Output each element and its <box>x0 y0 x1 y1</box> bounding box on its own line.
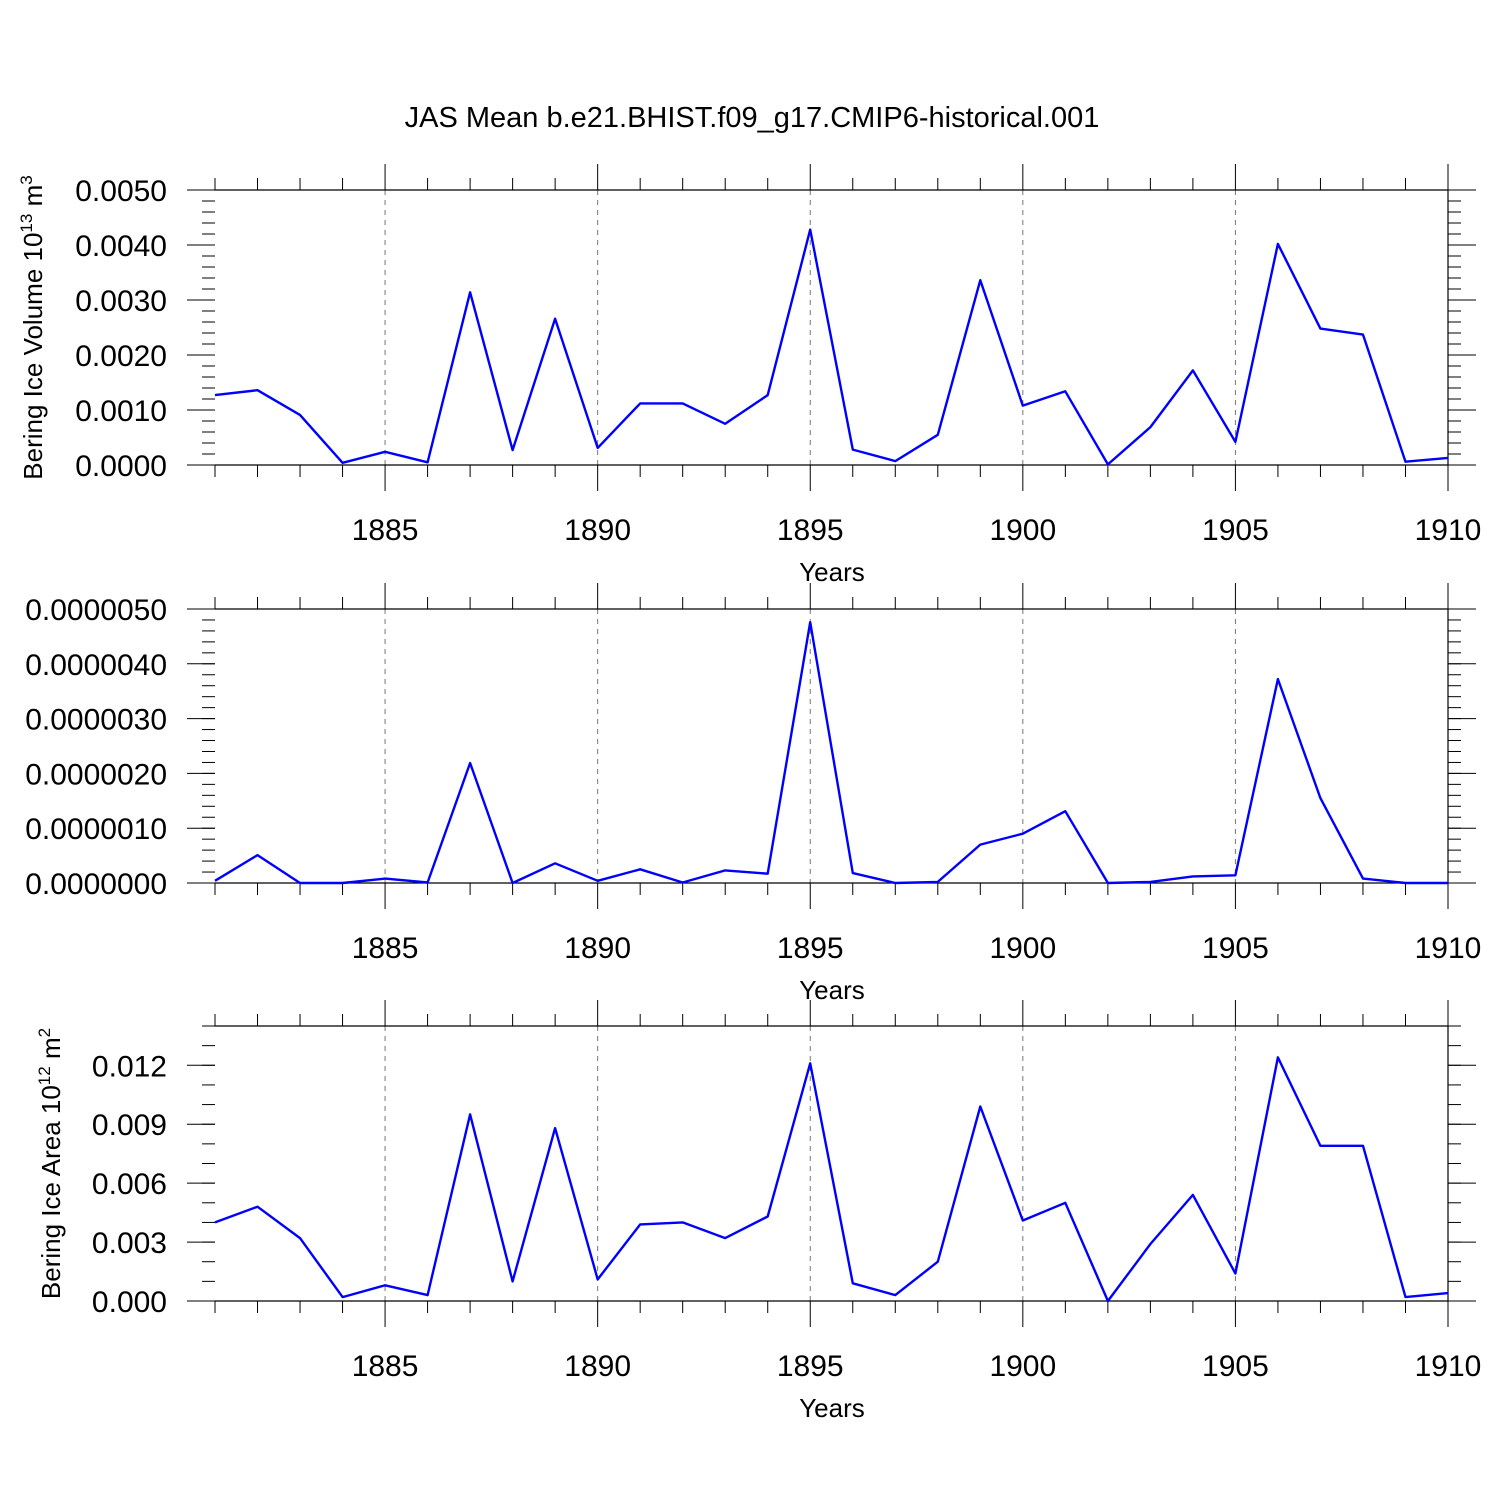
x-axis-label: Years <box>799 1393 865 1423</box>
x-tick-label: 1905 <box>1202 1350 1269 1383</box>
x-tick-label: 1885 <box>352 932 419 965</box>
series-line <box>214 621 1448 885</box>
chart-title: JAS Mean b.e21.BHIST.f09_g17.CMIP6-histo… <box>405 102 1100 134</box>
panel-2: 1885 1890 1895 1900 1905 1910 Years 0.0000000 0.… <box>25 583 1481 1005</box>
y-tick-label: 0.0000010 <box>25 813 167 846</box>
x-tick-label: 1895 <box>777 932 844 965</box>
panels-root: 1885 1890 1895 1900 1905 1910 Years 0.0000 0.001… <box>17 164 1481 1423</box>
x-tick-label: 1885 <box>352 514 419 547</box>
y-axis-label-unit-exponent: 2 <box>35 1028 54 1037</box>
y-tick-label: 0.0000040 <box>25 649 167 682</box>
panel-3: 1885 1890 1895 1900 1905 1910 Years 0.000 0.003 0… <box>35 1000 1481 1423</box>
y-tick-label: 0.0040 <box>75 230 167 263</box>
x-axis-label: Years <box>799 975 865 1005</box>
y-axis-label: Bering Ice Area 1012 m2 <box>35 1028 66 1299</box>
series-line <box>214 228 1449 466</box>
x-tick-label: 1910 <box>1415 932 1482 965</box>
y-axis-label-unit-exponent: 3 <box>17 175 36 184</box>
x-tick-label: 1910 <box>1415 514 1482 547</box>
y-tick-label: 0.006 <box>92 1168 167 1201</box>
y-tick-label: 0.009 <box>92 1109 167 1142</box>
y-tick-label: 0.0010 <box>75 395 167 428</box>
y-axis-label-unit: m <box>36 1037 66 1066</box>
x-tick-label: 1900 <box>989 932 1056 965</box>
y-axis-label: Bering Ice Volume 1013 m3 <box>17 175 48 479</box>
x-tick-label: 1895 <box>777 1350 844 1383</box>
y-tick-label: 0.0030 <box>75 285 167 318</box>
y-tick-label: 0.0000030 <box>25 704 167 737</box>
x-tick-label: 1900 <box>989 514 1056 547</box>
y-axis-label-exponent: 12 <box>35 1066 54 1085</box>
y-axis-label-main: Bering Ice Area 10 <box>36 1085 66 1299</box>
x-tick-label: 1905 <box>1202 514 1269 547</box>
y-tick-label: 0.0000020 <box>25 758 167 791</box>
x-tick-label: 1885 <box>352 1350 419 1383</box>
x-tick-label: 1910 <box>1415 1350 1482 1383</box>
y-tick-label: 0.0000 <box>75 450 167 483</box>
x-axis-label: Years <box>799 557 865 587</box>
x-tick-label: 1905 <box>1202 932 1269 965</box>
y-tick-label: 0.0000050 <box>25 594 167 627</box>
y-tick-label: 0.003 <box>92 1227 167 1260</box>
y-tick-label: 0.000 <box>92 1286 167 1319</box>
x-tick-label: 1895 <box>777 514 844 547</box>
panel-1: 1885 1890 1895 1900 1905 1910 Years 0.0000 0.001… <box>17 164 1481 587</box>
y-tick-label: 0.0050 <box>75 175 167 208</box>
x-tick-label: 1900 <box>989 1350 1056 1383</box>
x-tick-label: 1890 <box>564 932 631 965</box>
series-line <box>214 1056 1449 1303</box>
y-tick-label: 0.0000000 <box>25 868 167 901</box>
x-tick-label: 1890 <box>564 514 631 547</box>
y-axis-label-unit: m <box>18 185 48 214</box>
y-tick-label: 0.0020 <box>75 340 167 373</box>
y-tick-label: 0.012 <box>92 1050 167 1083</box>
y-axis-label-main: Bering Ice Volume 10 <box>18 233 48 480</box>
y-axis-label-exponent: 13 <box>17 214 36 233</box>
x-tick-label: 1890 <box>564 1350 631 1383</box>
